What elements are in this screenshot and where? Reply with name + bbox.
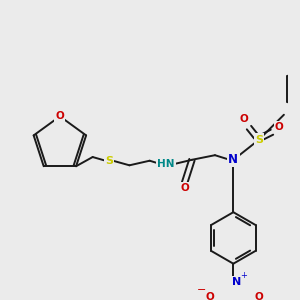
Text: −: − [196,285,206,296]
Text: N: N [228,153,238,166]
Text: O: O [255,292,263,300]
Text: S: S [255,135,263,145]
Text: O: O [275,122,284,132]
Text: +: + [240,271,247,280]
Text: O: O [180,183,189,193]
Text: O: O [205,292,214,300]
Text: O: O [56,111,64,121]
Text: O: O [239,114,248,124]
Text: HN: HN [158,159,175,170]
Text: S: S [105,156,113,166]
Text: N: N [232,277,242,287]
